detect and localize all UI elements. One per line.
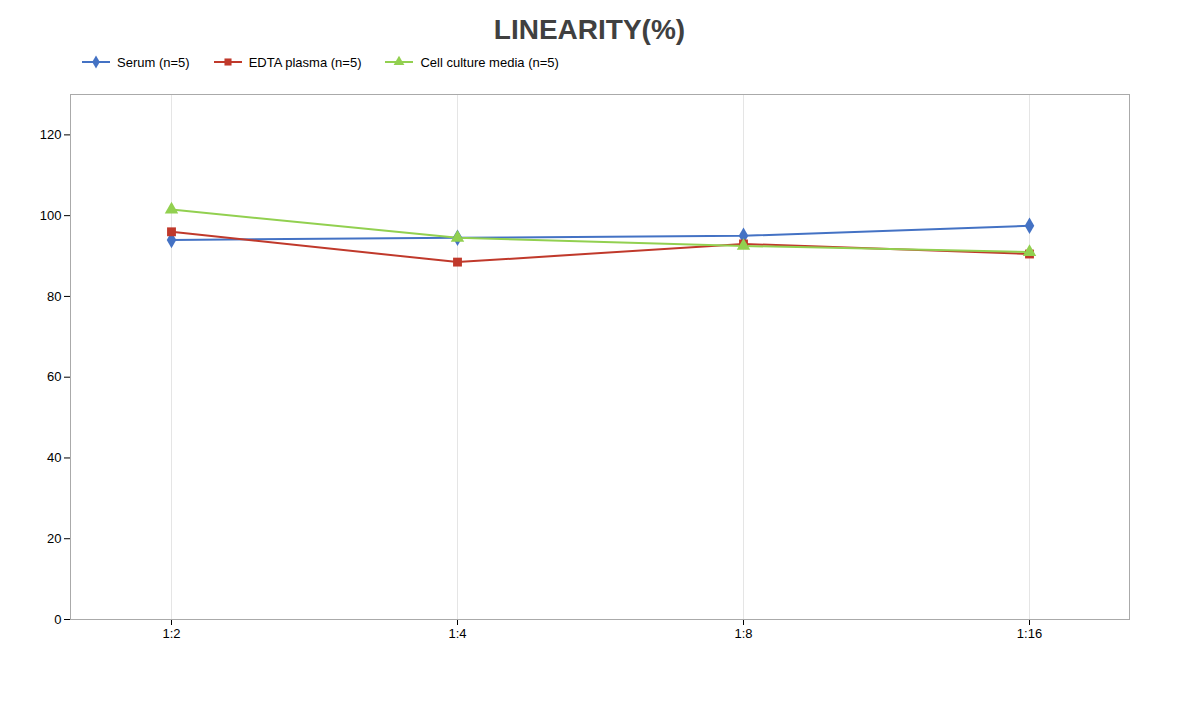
svg-text:60: 60 xyxy=(47,369,61,384)
svg-text:20: 20 xyxy=(47,531,61,546)
svg-text:80: 80 xyxy=(47,289,61,304)
svg-text:1:4: 1:4 xyxy=(448,626,466,641)
svg-text:120: 120 xyxy=(40,127,62,142)
svg-text:1:16: 1:16 xyxy=(1017,626,1042,641)
html-text:Serum (n=5): Serum (n=5) xyxy=(117,54,190,70)
html-text:EDTA plasma (n=5): EDTA plasma (n=5) xyxy=(248,54,362,70)
svg-text:40: 40 xyxy=(47,450,61,465)
html-text:Cell culture media (n=5): Cell culture media (n=5) xyxy=(420,54,559,70)
svg-text:1:8: 1:8 xyxy=(734,626,752,641)
html-text:LINEARITY(%): LINEARITY(%) xyxy=(493,14,686,45)
svg-text:0: 0 xyxy=(54,612,61,627)
svg-text:1:2: 1:2 xyxy=(162,626,180,641)
svg-text:100: 100 xyxy=(40,208,62,223)
